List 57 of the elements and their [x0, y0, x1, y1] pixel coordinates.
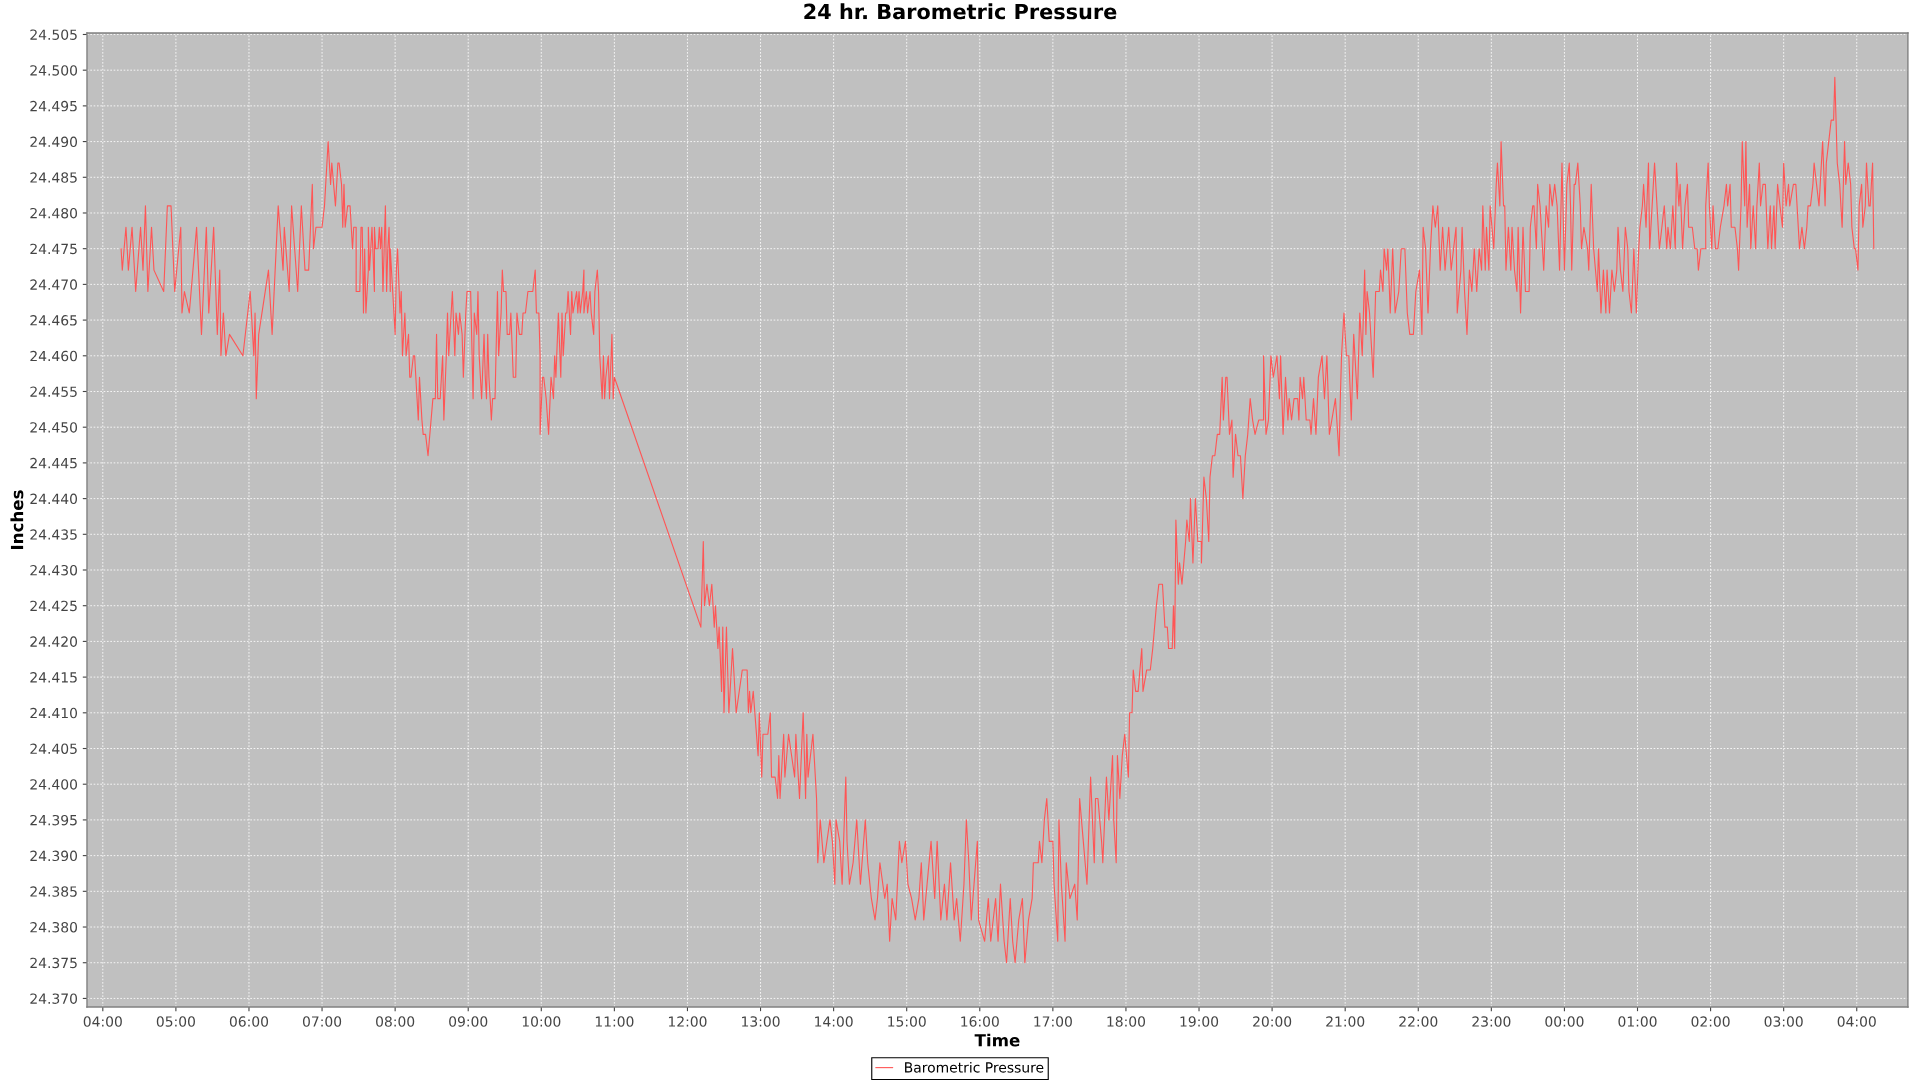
x-tick-label: 00:00	[1545, 1016, 1584, 1027]
y-tick-label: 24.455	[30, 386, 77, 397]
x-tick-label: 04:00	[1837, 1016, 1876, 1027]
y-tick-label: 24.375	[30, 957, 77, 969]
x-tick-label: 08:00	[376, 1016, 415, 1027]
y-tick-label: 24.500	[30, 65, 78, 76]
y-tick-label: 24.445	[30, 457, 77, 469]
chart-title: 24 hr. Barometric Pressure	[804, 3, 1117, 20]
x-tick-label: 13:00	[742, 1016, 780, 1027]
x-tick-label: 07:00	[302, 1016, 342, 1027]
legend-label: Barometric Pressure	[905, 1061, 1044, 1073]
x-tick-label: 06:00	[229, 1016, 269, 1027]
y-tick-label: 24.395	[30, 814, 77, 826]
x-tick-label: 02:00	[1691, 1016, 1730, 1027]
y-tick-label: 24.465	[30, 315, 77, 326]
y-tick-label: 24.485	[30, 172, 77, 183]
x-tick-label: 10:00	[522, 1016, 561, 1027]
x-tick-label: 18:00	[1107, 1016, 1146, 1027]
y-tick-label: 24.495	[30, 100, 77, 112]
y-tick-label: 24.420	[30, 636, 78, 647]
y-tick-label: 24.470	[30, 279, 78, 290]
y-tick-label: 24.425	[30, 600, 77, 612]
y-tick-label: 24.450	[30, 422, 78, 433]
y-tick-label: 24.490	[30, 136, 78, 148]
y-tick-label: 24.415	[30, 672, 77, 683]
y-tick-label: 24.410	[30, 707, 78, 719]
x-tick-label: 22:00	[1399, 1016, 1438, 1027]
x-tick-label: 16:00	[961, 1016, 999, 1027]
x-tick-label: 19:00	[1180, 1016, 1219, 1027]
x-tick-label: 12:00	[668, 1016, 707, 1027]
x-tick-label: 23:00	[1472, 1016, 1511, 1027]
x-axis-title: Time	[974, 1033, 1020, 1047]
x-tick-label: 03:00	[1764, 1016, 1803, 1027]
y-tick-label: 24.475	[30, 243, 77, 255]
y-tick-label: 24.430	[30, 564, 78, 576]
y-tick-label: 24.370	[30, 993, 78, 1004]
x-tick-label: 20:00	[1253, 1016, 1292, 1027]
y-tick-label: 24.385	[30, 886, 77, 897]
y-axis-title: Inches	[10, 490, 24, 550]
x-tick-label: 09:00	[449, 1016, 488, 1027]
x-tick-label: 01:00	[1618, 1016, 1657, 1027]
y-tick-label: 24.400	[30, 779, 78, 790]
y-tick-label: 24.405	[30, 743, 77, 754]
x-tick-label: 17:00	[1034, 1016, 1072, 1027]
y-tick-label: 24.480	[30, 207, 78, 219]
y-tick-label: 24.460	[30, 350, 78, 362]
y-tick-label: 24.435	[30, 529, 77, 540]
x-tick-label: 05:00	[156, 1016, 195, 1027]
x-tick-label: 15:00	[888, 1016, 926, 1027]
x-tick-label: 21:00	[1326, 1016, 1365, 1027]
y-tick-label: 24.380	[30, 921, 78, 933]
y-tick-label: 24.440	[30, 493, 78, 505]
x-tick-label: 04:00	[83, 1016, 122, 1027]
y-tick-label: 24.390	[30, 850, 78, 862]
x-tick-label: 11:00	[595, 1016, 634, 1027]
x-tick-label: 14:00	[815, 1016, 853, 1027]
y-tick-label: 24.505	[30, 29, 77, 40]
